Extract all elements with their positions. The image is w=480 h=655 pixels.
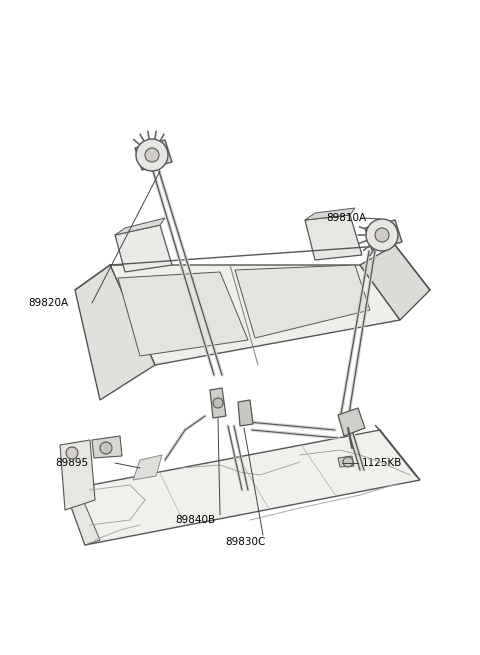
Polygon shape bbox=[92, 436, 122, 458]
Polygon shape bbox=[235, 265, 370, 338]
Polygon shape bbox=[60, 440, 95, 510]
Polygon shape bbox=[65, 430, 420, 545]
Polygon shape bbox=[115, 218, 165, 235]
Text: 89820A: 89820A bbox=[28, 298, 68, 308]
Polygon shape bbox=[133, 455, 162, 480]
Polygon shape bbox=[338, 408, 365, 436]
Polygon shape bbox=[238, 400, 253, 426]
Circle shape bbox=[343, 457, 353, 467]
Polygon shape bbox=[75, 265, 155, 400]
Polygon shape bbox=[115, 225, 172, 272]
Polygon shape bbox=[365, 220, 402, 250]
Text: 89840B: 89840B bbox=[175, 515, 215, 525]
Polygon shape bbox=[118, 272, 248, 356]
Polygon shape bbox=[338, 456, 354, 467]
Circle shape bbox=[145, 148, 159, 162]
Circle shape bbox=[136, 139, 168, 171]
Polygon shape bbox=[360, 245, 430, 320]
Circle shape bbox=[366, 219, 398, 251]
Polygon shape bbox=[305, 215, 362, 260]
Polygon shape bbox=[210, 388, 226, 418]
Polygon shape bbox=[135, 140, 172, 170]
Circle shape bbox=[375, 228, 389, 242]
Polygon shape bbox=[110, 265, 400, 365]
Circle shape bbox=[66, 447, 78, 459]
Polygon shape bbox=[305, 208, 355, 220]
Circle shape bbox=[213, 398, 223, 408]
Text: 89810A: 89810A bbox=[326, 213, 366, 223]
Text: 1125KB: 1125KB bbox=[362, 458, 402, 468]
Text: 89830C: 89830C bbox=[225, 537, 265, 547]
Polygon shape bbox=[65, 488, 100, 545]
Text: 89895: 89895 bbox=[55, 458, 88, 468]
Circle shape bbox=[100, 442, 112, 454]
Polygon shape bbox=[375, 425, 420, 480]
